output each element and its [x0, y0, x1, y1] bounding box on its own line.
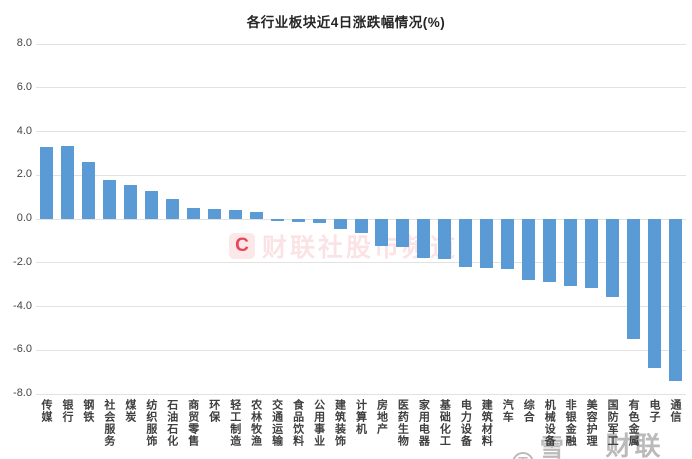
- x-axis-label: 国防军工: [606, 399, 619, 447]
- bar-layer: [36, 44, 686, 394]
- x-axis-label: 电子: [648, 399, 661, 423]
- gridline: [36, 262, 686, 264]
- corner-watermark-site: 雪球: [539, 435, 566, 459]
- y-axis-label: -4.0: [13, 299, 32, 312]
- x-axis-label: 石油石化: [165, 399, 178, 447]
- y-axis-label: -8.0: [13, 387, 32, 399]
- x-axis-label: 社会服务: [102, 399, 115, 447]
- corner-watermark: 雪 雪球 财联社: [512, 426, 692, 459]
- gridline: [36, 393, 686, 395]
- gridline: [36, 43, 686, 45]
- y-axis-label: -2.0: [13, 255, 32, 268]
- bar-电力设备: [459, 219, 473, 268]
- bar-计算机: [354, 219, 368, 234]
- bar-非银金融: [564, 219, 578, 286]
- bar-煤炭: [123, 185, 137, 219]
- bar-钢铁: [81, 162, 95, 219]
- gridline: [36, 306, 686, 307]
- bar-纺织服饰: [144, 190, 158, 219]
- bar-房地产: [375, 219, 389, 247]
- x-axis-label: 钢铁: [81, 399, 94, 423]
- x-axis-label: 建筑材料: [480, 399, 493, 447]
- plot-area: [36, 43, 686, 395]
- x-axis-label: 环保: [207, 399, 220, 423]
- bar-汽车: [501, 219, 515, 270]
- x-axis-label: 轻工制造: [228, 399, 241, 447]
- x-axis-label: 农林牧渔: [249, 399, 262, 447]
- x-axis-label: 纺织服饰: [144, 399, 157, 447]
- chart-title: 各行业板块近4日涨跌幅情况(%): [246, 15, 446, 30]
- x-axis-label: 基础化工: [438, 399, 451, 447]
- x-axis-label: 交通运输: [270, 399, 283, 447]
- y-axis-label: 0.0: [16, 212, 32, 224]
- gridline: [36, 349, 686, 351]
- x-axis-label: 非银金融: [564, 399, 577, 447]
- x-axis-label: 有色金属: [627, 399, 640, 447]
- y-axis-label: -6.0: [13, 343, 32, 356]
- x-axis-label: 传媒: [39, 399, 52, 423]
- gridline: [36, 174, 686, 176]
- y-axis-label: 4.0: [16, 124, 32, 137]
- x-axis-label: 银行: [60, 399, 73, 423]
- x-axis-label: 通信: [669, 399, 682, 423]
- x-axis-label: 房地产: [375, 399, 388, 435]
- y-axis-label: 2.0: [16, 168, 32, 181]
- bar-交通运输: [270, 219, 284, 222]
- x-axis-label: 家用电器: [417, 399, 430, 447]
- gridline: [36, 131, 686, 132]
- bar-医药生物: [396, 219, 410, 248]
- y-axis-label: 8.0: [16, 37, 32, 49]
- bar-银行: [60, 145, 74, 219]
- gridline: [36, 87, 686, 89]
- bar-社会服务: [102, 179, 116, 219]
- bar-商贸零售: [186, 208, 200, 219]
- bar-传媒: [39, 146, 53, 219]
- bar-综合: [522, 219, 536, 281]
- x-axis-label: 美容护理: [585, 399, 598, 447]
- x-axis-label: 计算机: [354, 399, 367, 435]
- cls-logo-icon: C: [229, 233, 255, 259]
- x-axis-label: 商贸零售: [186, 399, 199, 447]
- bar-基础化工: [438, 219, 452, 260]
- bar-机械设备: [543, 219, 557, 283]
- x-axis-label: 食品饮料: [291, 399, 304, 447]
- bar-公用事业: [312, 219, 326, 224]
- bar-美容护理: [585, 219, 599, 288]
- bar-农林牧渔: [249, 211, 263, 219]
- x-axis-label: 公用事业: [312, 399, 325, 447]
- bar-通信: [669, 219, 683, 381]
- x-axis-label: 汽车: [501, 399, 514, 423]
- snowball-logo-icon: 雪: [512, 452, 534, 459]
- bar-电子: [648, 219, 662, 368]
- bar-环保: [207, 209, 221, 219]
- bar-轻工制造: [228, 210, 242, 219]
- bar-有色金属: [627, 219, 641, 340]
- y-axis-label: 6.0: [16, 80, 32, 93]
- x-axis-label: 煤炭: [123, 399, 136, 423]
- x-axis-label: 电力设备: [459, 399, 472, 447]
- bar-建筑材料: [480, 219, 494, 269]
- corner-watermark-account: 财联社: [605, 431, 664, 459]
- x-axis-label: 综合: [522, 399, 535, 423]
- bar-石油石化: [165, 199, 179, 219]
- bar-食品饮料: [291, 219, 305, 223]
- bar-家用电器: [417, 219, 431, 259]
- x-axis-label: 医药生物: [396, 399, 409, 447]
- x-axis-label: 机械设备: [543, 399, 556, 447]
- bar-建筑装饰: [333, 219, 347, 229]
- x-axis-label: 建筑装饰: [333, 399, 346, 447]
- bar-国防军工: [606, 219, 620, 297]
